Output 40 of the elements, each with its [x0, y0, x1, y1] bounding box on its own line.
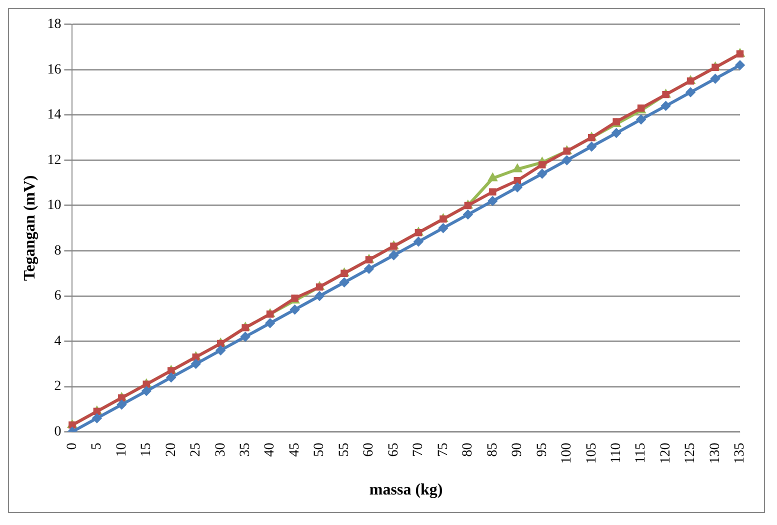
- x-tick-label: 20: [164, 442, 179, 457]
- x-tick-label: 10: [114, 442, 130, 457]
- x-tick-label: 55: [336, 442, 352, 457]
- x-tick-label: 85: [485, 442, 500, 457]
- y-tick-label: 10: [47, 198, 62, 214]
- x-tick-label: 70: [411, 442, 426, 457]
- y-tick-label: 16: [47, 62, 62, 78]
- x-tick-label: 95: [534, 442, 550, 457]
- x-tick-label: 75: [436, 442, 451, 457]
- x-tick-label: 125: [683, 442, 698, 464]
- y-tick-label: 0: [54, 424, 62, 440]
- x-tick-label: 65: [386, 442, 402, 457]
- y-tick-label: 2: [54, 379, 62, 394]
- x-tick-label: 120: [658, 442, 674, 464]
- x-tick-label: 100: [560, 442, 575, 464]
- x-tick-label: 5: [90, 442, 105, 450]
- y-tick-label: 6: [54, 288, 62, 304]
- x-tick-label: 0: [64, 442, 80, 450]
- x-tick-label: 105: [584, 442, 600, 464]
- y-tick-label: 4: [54, 334, 62, 349]
- x-tick-label: 50: [312, 442, 328, 457]
- x-tick-label: 80: [460, 442, 476, 457]
- x-tick-label: 110: [609, 442, 624, 464]
- x-tick-label: 15: [139, 442, 154, 457]
- x-tick-label: 130: [708, 442, 723, 464]
- x-tick-label: 90: [510, 442, 526, 457]
- y-tick-label: 12: [47, 152, 62, 168]
- y-tick-label: 18: [47, 17, 62, 32]
- x-tick-label: 135: [732, 442, 748, 464]
- x-axis-title: massa (kg): [369, 482, 443, 499]
- x-tick-label: 60: [362, 442, 377, 457]
- y-tick-label: 8: [54, 243, 62, 258]
- y-tick-label: 14: [47, 108, 62, 123]
- x-tick-label: 45: [287, 442, 302, 457]
- x-tick-label: 40: [262, 442, 278, 457]
- x-tick-label: 35: [238, 442, 254, 457]
- x-tick-label: 25: [188, 442, 204, 457]
- y-axis-title: Tegangan (mV): [22, 175, 39, 281]
- x-tick-label: 115: [634, 442, 649, 464]
- x-tick-label: 30: [213, 442, 228, 457]
